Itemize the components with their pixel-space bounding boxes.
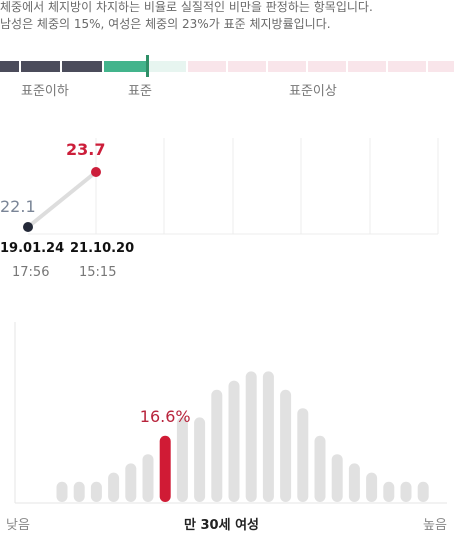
distribution-bar: [280, 389, 292, 502]
gauge-segment-above: [188, 61, 226, 72]
history-chart: 22.1 23.7: [0, 138, 439, 235]
gauge-segment-above: [388, 61, 426, 72]
gauge-label-above: 표준이상: [289, 84, 337, 99]
distribution-bar: [125, 463, 137, 502]
gauge-segment-above: [348, 61, 386, 72]
distribution-bar: [297, 408, 309, 502]
history-trend-line: [26, 170, 98, 229]
gauge-segment-below: [62, 61, 102, 72]
distribution-bar: [400, 481, 412, 502]
distribution-bar: [262, 371, 274, 502]
history-time: 17:56: [12, 265, 50, 280]
x-label-high: 높음: [423, 518, 447, 533]
history-value-label: 23.7: [66, 140, 105, 159]
gauge-marker: [146, 55, 149, 77]
distribution-bar: [383, 481, 395, 502]
distribution-bar: [142, 454, 154, 502]
history-date: 21.10.20: [70, 241, 135, 256]
gauge-segment-above: [428, 61, 454, 72]
distribution-bar: [194, 417, 206, 502]
distribution-bar: [176, 417, 188, 502]
distribution-bar: [245, 371, 257, 502]
gauge-segment-standard-light: [146, 61, 186, 72]
gauge-segment-above: [308, 61, 346, 72]
distribution-bar: [73, 481, 85, 502]
gauge-segment-above: [268, 61, 306, 72]
distribution-bar: [56, 481, 68, 502]
distribution-bar-highlight: [159, 435, 171, 502]
distribution-chart: 16.6%: [14, 322, 447, 504]
x-label-low: 낮음: [6, 518, 30, 533]
highlight-value-label: 16.6%: [140, 407, 191, 426]
gauge-segment-above: [228, 61, 266, 72]
description-line-1: 체중에서 체지방이 차지하는 비율로 실질적인 비만을 판정하는 항목입니다.: [0, 0, 373, 14]
gauge-label-below: 표준이하: [21, 84, 69, 99]
gauge-segment-below: [21, 61, 60, 72]
distribution-bar: [90, 481, 102, 502]
history-time: 15:15: [79, 265, 117, 280]
distribution-bar: [366, 472, 378, 502]
distribution-bar: [211, 389, 223, 502]
history-date: 19.01.24: [0, 241, 65, 256]
distribution-bar: [108, 472, 120, 502]
gauge-segment-below: [0, 61, 19, 72]
distribution-bar: [228, 380, 240, 502]
description-line-2: 남성은 체중의 15%, 여성은 체중의 23%가 표준 체지방률입니다.: [0, 17, 331, 31]
history-point[interactable]: [23, 222, 33, 232]
distribution-bar: [417, 481, 429, 502]
distribution-bar: [314, 435, 326, 502]
x-label-group: 만 30세 여성: [184, 518, 259, 533]
history-point[interactable]: [91, 167, 101, 177]
gauge-label-standard: 표준: [128, 84, 152, 99]
history-value-label: 22.1: [0, 197, 36, 216]
distribution-bar: [331, 454, 343, 502]
distribution-bar: [348, 463, 360, 502]
gauge-segment-standard: [104, 61, 146, 72]
